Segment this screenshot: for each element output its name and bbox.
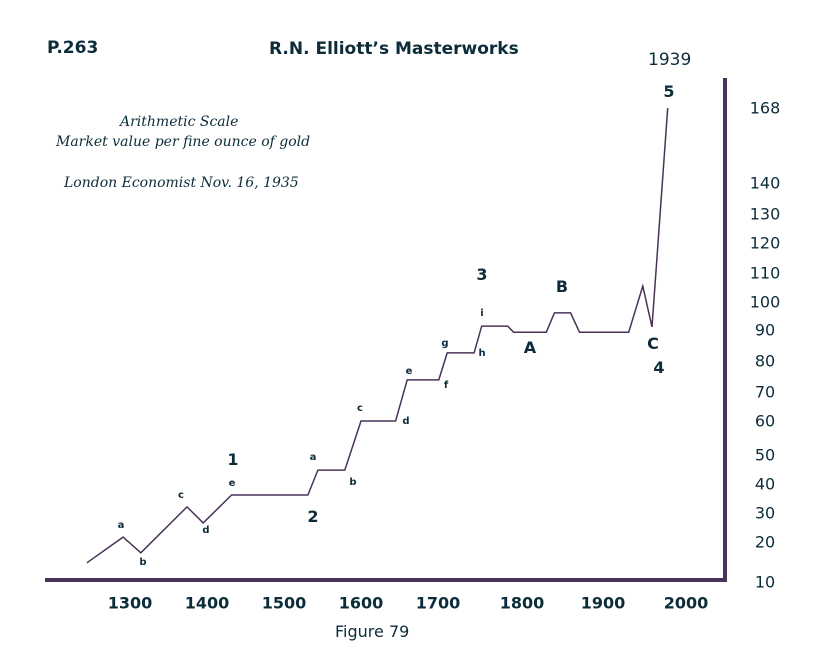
subwave-a2: a (309, 452, 317, 463)
subwave-i: i (480, 308, 484, 319)
subwave-e2: e (405, 366, 413, 377)
wave-label-5: 5 (663, 82, 675, 101)
x-tick-label: 1300 (107, 593, 153, 613)
note-measure: Market value per fine ounce of gold (56, 134, 311, 150)
y-tick-label: 70 (754, 382, 776, 402)
subwave-d2: d (402, 416, 410, 427)
y-tick-label: 110 (749, 263, 781, 283)
wave-label-1: 1 (227, 450, 239, 469)
x-tick-label: 1900 (580, 593, 626, 613)
subwave-a: a (117, 520, 125, 531)
subwave-b: b (139, 557, 147, 568)
series-line-gold (86, 107, 669, 564)
x-tick-label: 1800 (499, 593, 545, 613)
y-tick-label: 80 (754, 351, 776, 371)
wave-label-2: 2 (307, 507, 319, 526)
note-scale: Arithmetic Scale (120, 114, 239, 130)
y-tick-label: 90 (754, 320, 776, 340)
y-tick-label: 168 (749, 98, 781, 118)
wave-label-4: 4 (653, 358, 665, 377)
x-tick-label: 1500 (261, 593, 307, 613)
note-source: London Economist Nov. 16, 1935 (64, 175, 299, 191)
y-tick-label: 60 (754, 411, 776, 431)
y-tick-label: 100 (749, 292, 781, 312)
subwave-e: e (228, 478, 236, 489)
page-label: P.263 (47, 38, 99, 58)
x-tick-label: 2000 (663, 593, 709, 613)
subwave-b2: b (349, 477, 357, 488)
subwave-c2: c (357, 403, 363, 414)
x-tick-label: 1700 (415, 593, 461, 613)
wave-label-3: 3 (476, 265, 488, 284)
x-tick-label: 1600 (338, 593, 384, 613)
subwave-h: h (478, 348, 486, 359)
book-title: R.N. Elliott’s Masterworks (269, 39, 519, 59)
y-tick-label: 40 (754, 474, 776, 494)
y-tick-label: 50 (754, 445, 776, 465)
wave-label-C: C (647, 334, 659, 353)
subwave-g: g (441, 338, 449, 349)
y-tick-label: 130 (749, 204, 781, 224)
year-label: 1939 (648, 50, 692, 70)
y-tick-label: 20 (754, 532, 776, 552)
subwave-f: f (443, 380, 449, 391)
y-tick-label: 30 (754, 503, 776, 523)
y-tick-label: 140 (749, 173, 781, 193)
y-tick-label: 120 (749, 233, 781, 253)
wave-label-A: A (523, 338, 537, 357)
figure-caption: Figure 79 (335, 622, 410, 641)
subwave-d: d (202, 525, 210, 536)
y-tick-label: 10 (754, 572, 776, 592)
wave-label-B: B (555, 277, 569, 296)
x-tick-label: 1400 (184, 593, 230, 613)
subwave-c: c (178, 490, 184, 501)
